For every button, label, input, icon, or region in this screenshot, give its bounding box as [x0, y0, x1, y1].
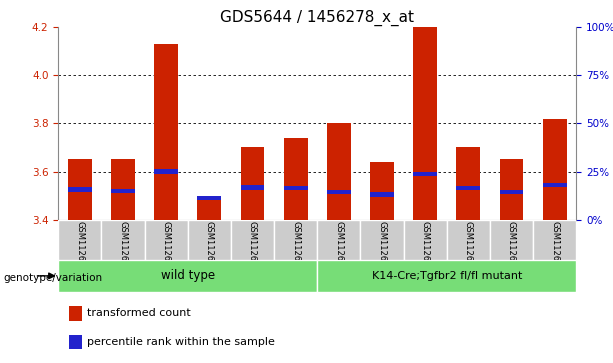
- Bar: [69, 306, 82, 321]
- Bar: [500, 159, 524, 220]
- Bar: [111, 159, 135, 220]
- Bar: [447, 220, 490, 260]
- Bar: [284, 138, 308, 220]
- Bar: [457, 147, 480, 220]
- Bar: [274, 220, 318, 260]
- Bar: [188, 220, 231, 260]
- Bar: [111, 189, 135, 193]
- Bar: [327, 191, 351, 193]
- Bar: [543, 183, 566, 187]
- Bar: [241, 185, 264, 190]
- Bar: [370, 192, 394, 196]
- Bar: [284, 187, 308, 189]
- Text: genotype/variation: genotype/variation: [3, 273, 102, 283]
- Bar: [197, 198, 221, 220]
- Bar: [111, 190, 135, 191]
- Bar: [241, 187, 264, 188]
- Bar: [370, 162, 394, 220]
- Text: GSM1126431: GSM1126431: [550, 221, 559, 277]
- Text: wild type: wild type: [161, 269, 215, 282]
- Bar: [197, 196, 221, 200]
- Bar: [457, 187, 480, 189]
- Bar: [154, 171, 178, 172]
- Text: GSM1126423: GSM1126423: [205, 221, 214, 277]
- Bar: [403, 220, 447, 260]
- Text: GSM1126421: GSM1126421: [118, 221, 128, 277]
- Text: GSM1126420: GSM1126420: [75, 221, 85, 277]
- Bar: [58, 260, 318, 292]
- Bar: [231, 220, 274, 260]
- Bar: [241, 147, 264, 220]
- Bar: [58, 220, 101, 260]
- Bar: [145, 220, 188, 260]
- Text: percentile rank within the sample: percentile rank within the sample: [86, 337, 275, 347]
- Bar: [360, 220, 403, 260]
- Bar: [413, 172, 437, 176]
- Bar: [370, 193, 394, 195]
- Bar: [101, 220, 145, 260]
- Bar: [543, 119, 566, 220]
- Bar: [533, 220, 576, 260]
- Bar: [543, 184, 566, 186]
- Text: GSM1126430: GSM1126430: [507, 221, 516, 277]
- Text: GSM1126422: GSM1126422: [162, 221, 170, 277]
- Bar: [284, 186, 308, 190]
- Text: GSM1126426: GSM1126426: [334, 221, 343, 277]
- Bar: [154, 44, 178, 220]
- Text: GSM1126425: GSM1126425: [291, 221, 300, 277]
- Bar: [69, 335, 82, 349]
- Bar: [327, 190, 351, 194]
- Text: transformed count: transformed count: [86, 309, 191, 318]
- Text: GSM1126428: GSM1126428: [421, 221, 430, 277]
- Bar: [500, 190, 524, 194]
- Bar: [318, 260, 576, 292]
- Text: GSM1126427: GSM1126427: [378, 221, 386, 277]
- Bar: [68, 159, 92, 220]
- Bar: [413, 173, 437, 175]
- Text: GSM1126429: GSM1126429: [464, 221, 473, 277]
- Bar: [68, 187, 92, 192]
- Bar: [327, 123, 351, 220]
- Bar: [154, 170, 178, 174]
- Bar: [197, 197, 221, 199]
- Bar: [318, 220, 360, 260]
- Bar: [500, 191, 524, 193]
- Bar: [68, 189, 92, 190]
- Bar: [413, 27, 437, 220]
- Title: GDS5644 / 1456278_x_at: GDS5644 / 1456278_x_at: [220, 10, 414, 26]
- Text: GSM1126424: GSM1126424: [248, 221, 257, 277]
- Bar: [457, 186, 480, 190]
- Text: K14-Cre;Tgfbr2 fl/fl mutant: K14-Cre;Tgfbr2 fl/fl mutant: [371, 271, 522, 281]
- Bar: [490, 220, 533, 260]
